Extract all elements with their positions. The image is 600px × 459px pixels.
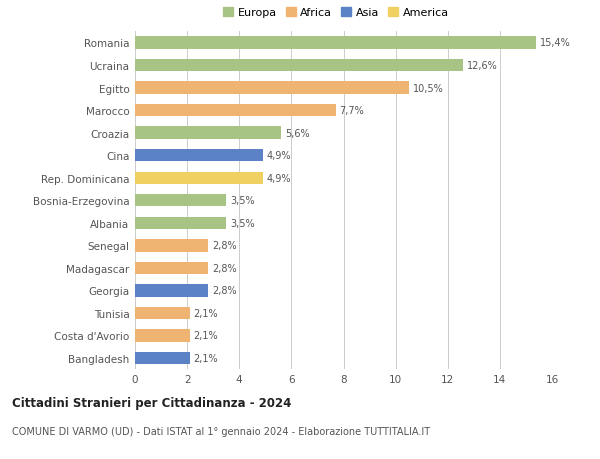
Text: Cittadini Stranieri per Cittadinanza - 2024: Cittadini Stranieri per Cittadinanza - 2… — [12, 396, 292, 409]
Bar — [135, 307, 190, 319]
Text: 12,6%: 12,6% — [467, 61, 498, 71]
Text: 4,9%: 4,9% — [266, 174, 291, 183]
Bar — [135, 240, 208, 252]
Text: 4,9%: 4,9% — [266, 151, 291, 161]
Text: 10,5%: 10,5% — [413, 84, 443, 93]
Bar — [135, 82, 409, 95]
Text: 2,8%: 2,8% — [212, 241, 236, 251]
Text: 3,5%: 3,5% — [230, 218, 255, 228]
Text: 3,5%: 3,5% — [230, 196, 255, 206]
Legend: Europa, Africa, Asia, America: Europa, Africa, Asia, America — [223, 8, 449, 18]
Text: 2,1%: 2,1% — [194, 353, 218, 363]
Text: 2,1%: 2,1% — [194, 308, 218, 318]
Bar — [135, 105, 335, 117]
Bar — [135, 60, 463, 72]
Bar — [135, 172, 263, 185]
Text: 5,6%: 5,6% — [285, 129, 310, 138]
Bar — [135, 127, 281, 140]
Text: COMUNE DI VARMO (UD) - Dati ISTAT al 1° gennaio 2024 - Elaborazione TUTTITALIA.I: COMUNE DI VARMO (UD) - Dati ISTAT al 1° … — [12, 426, 430, 436]
Bar — [135, 195, 226, 207]
Bar — [135, 217, 226, 230]
Bar — [135, 352, 190, 364]
Bar — [135, 330, 190, 342]
Bar — [135, 262, 208, 274]
Text: 2,8%: 2,8% — [212, 286, 236, 296]
Text: 7,7%: 7,7% — [340, 106, 364, 116]
Text: 15,4%: 15,4% — [540, 39, 571, 48]
Bar — [135, 150, 263, 162]
Text: 2,1%: 2,1% — [194, 331, 218, 341]
Bar — [135, 285, 208, 297]
Text: 2,8%: 2,8% — [212, 263, 236, 273]
Bar — [135, 37, 536, 50]
